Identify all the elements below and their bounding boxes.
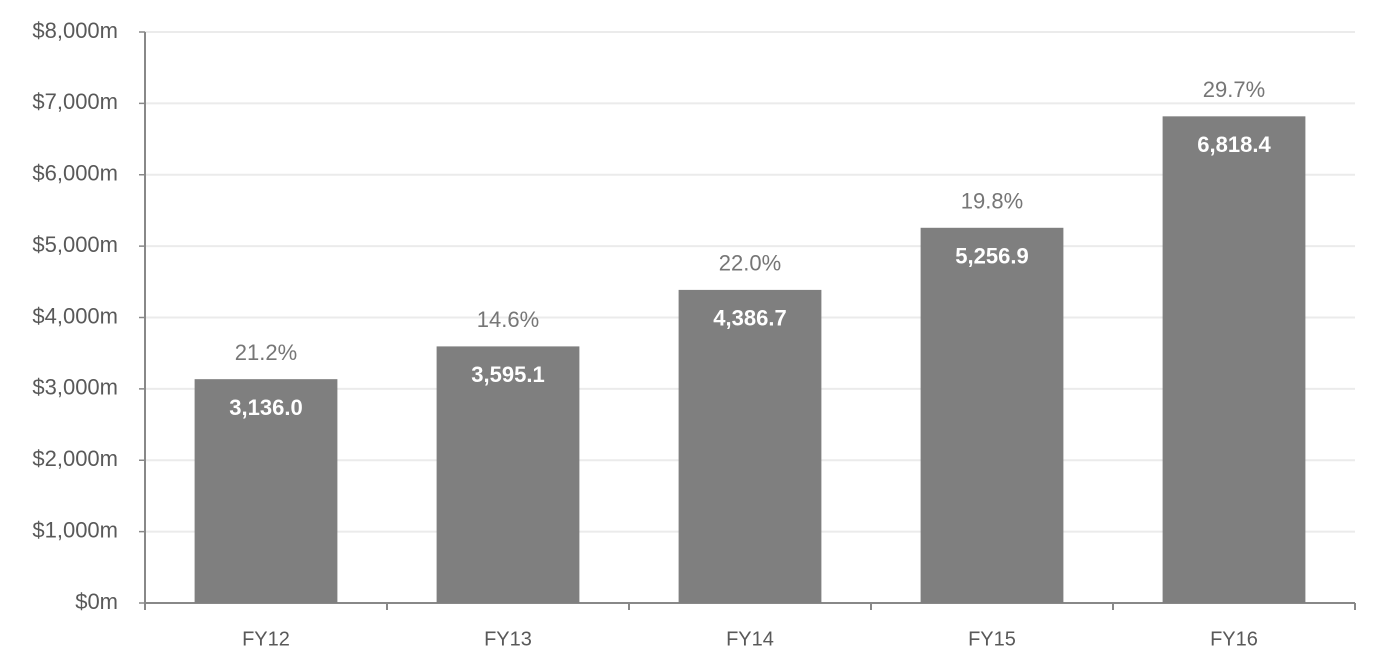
value-label: 3,136.0 [229,395,302,420]
growth-annotation: 29.7% [1203,77,1265,102]
growth-annotation: 21.2% [235,340,297,365]
x-tick-label: FY13 [484,628,532,650]
value-label: 4,386.7 [713,306,786,331]
y-tick-label: $6,000m [32,161,118,186]
bar [194,379,338,603]
growth-annotation: 19.8% [961,189,1023,214]
bar [436,346,580,603]
x-tick-label: FY15 [968,628,1016,650]
growth-annotation: 14.6% [477,307,539,332]
y-tick-label: $4,000m [32,303,118,328]
value-label: 3,595.1 [471,362,544,387]
y-tick-label: $1,000m [32,517,118,542]
y-tick-label: $0m [75,589,118,614]
bar [678,289,822,603]
y-tick-label: $5,000m [32,232,118,257]
bar [1162,116,1306,603]
y-tick-label: $2,000m [32,446,118,471]
x-tick-label: FY12 [242,628,290,650]
y-tick-label: $3,000m [32,375,118,400]
y-tick-label: $8,000m [32,18,118,43]
bar [920,227,1064,603]
x-tick-label: FY14 [726,628,774,650]
x-tick-label: FY16 [1210,628,1258,650]
growth-annotation: 22.0% [719,251,781,276]
y-tick-label: $7,000m [32,89,118,114]
value-label: 5,256.9 [955,244,1028,269]
value-label: 6,818.4 [1197,132,1271,157]
